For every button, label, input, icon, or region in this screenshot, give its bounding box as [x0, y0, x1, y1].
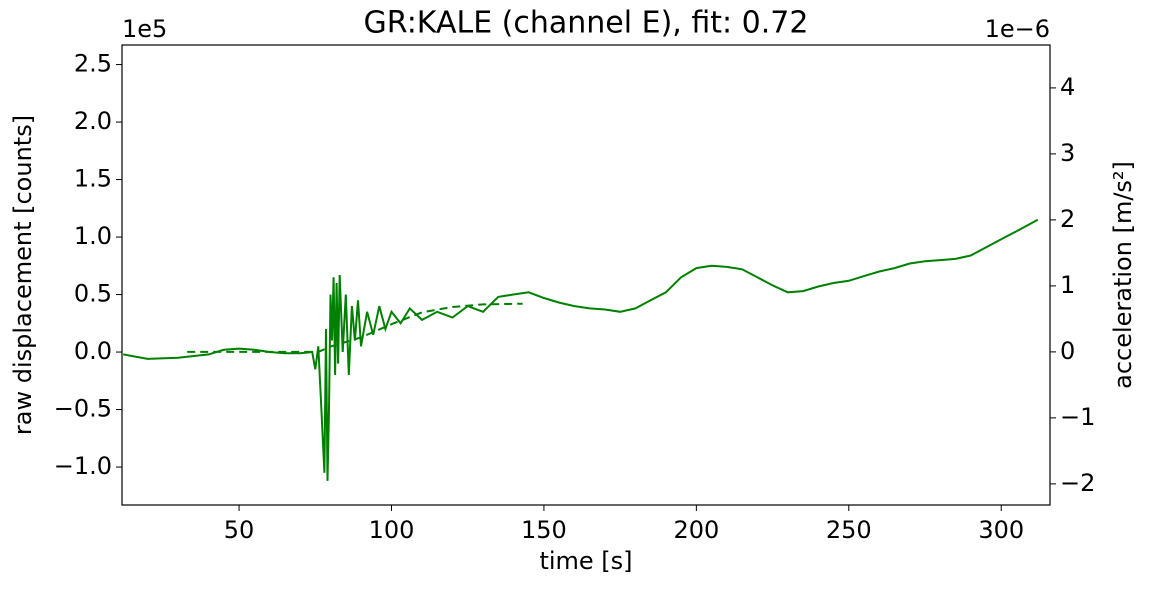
y-tick-label: 0.0	[74, 337, 112, 365]
data-line	[123, 218, 1039, 481]
y-tick-label: 0.5	[74, 280, 112, 308]
y-tick-label: 1.5	[74, 165, 112, 193]
y2-tick-label: 1	[1060, 271, 1075, 299]
y2-offset-label: 1e−6	[985, 15, 1050, 43]
y-tick-label: −1.0	[54, 452, 112, 480]
x-tick-label: 100	[369, 516, 415, 544]
x-tick-label: 50	[224, 516, 255, 544]
y-tick-label: −0.5	[54, 395, 112, 423]
x-tick-label: 250	[826, 516, 872, 544]
chart-title: GR:KALE (channel E), fit: 0.72	[364, 6, 809, 41]
y-tick-label: 2.5	[74, 50, 112, 78]
x-tick-label: 200	[673, 516, 719, 544]
x-tick-label: 150	[521, 516, 567, 544]
x-axis-label: time [s]	[539, 547, 632, 575]
y-axis-label: raw displacement [counts]	[9, 115, 37, 435]
plot-frame	[121, 44, 1051, 506]
y2-tick-label: 3	[1060, 139, 1075, 167]
y-tick-label: 1.0	[74, 222, 112, 250]
y2-tick-label: −1	[1060, 403, 1095, 431]
y2-tick-label: −2	[1060, 469, 1095, 497]
y2-tick-label: 2	[1060, 205, 1075, 233]
y2-tick-label: 0	[1060, 337, 1075, 365]
y-tick-label: 2.0	[74, 107, 112, 135]
y2-tick-label: 4	[1060, 73, 1075, 101]
y-offset-label: 1e5	[122, 15, 167, 43]
y2-axis-label: acceleration [m/s²]	[1109, 161, 1137, 389]
x-tick-label: 300	[978, 516, 1024, 544]
data-line	[187, 302, 523, 353]
